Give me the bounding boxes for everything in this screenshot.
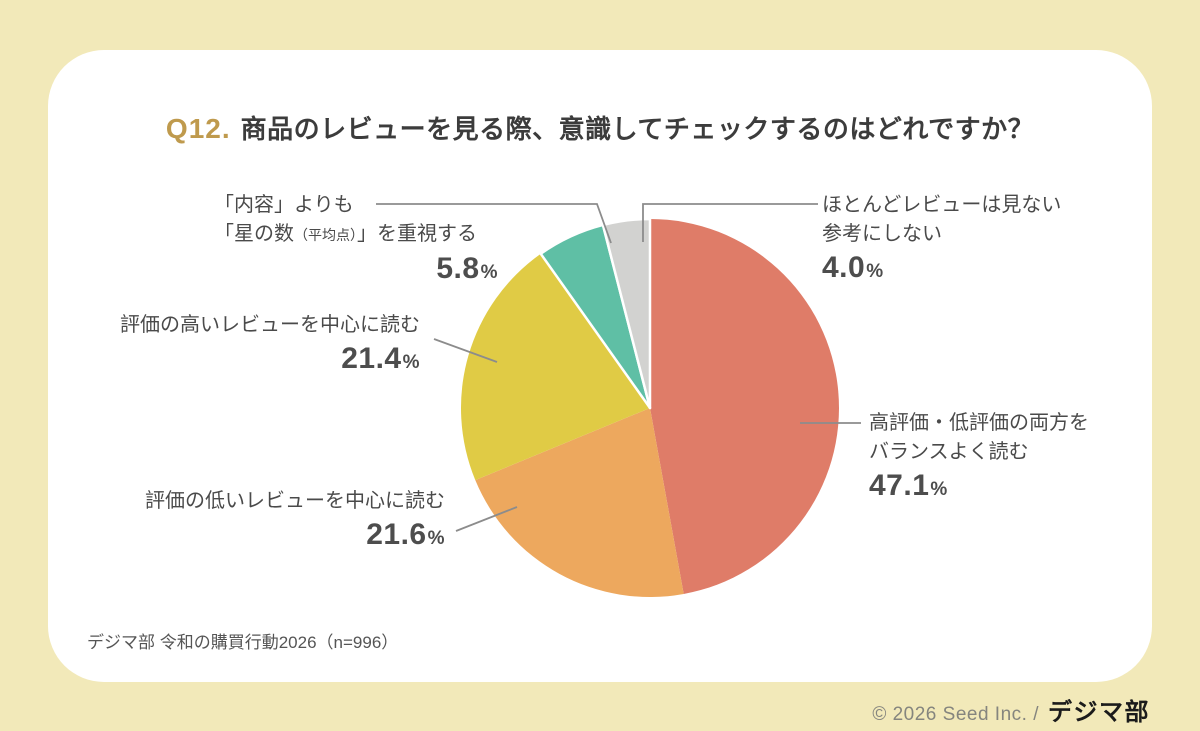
percent-sign: % <box>480 262 498 283</box>
callout-low-value: 21.6% <box>366 518 445 551</box>
callout-none-line1: ほとんどレビューは見ない <box>822 194 1062 216</box>
callout-balanced-value: 47.1% <box>869 469 948 502</box>
brand-logo: デジマ部 <box>1048 699 1150 726</box>
question-text: 商品のレビューを見る際、意識してチェックするのはどれですか？ <box>240 114 1035 144</box>
percent-sign: % <box>427 528 445 549</box>
pie-chart <box>460 218 839 597</box>
chart-title: Q12. 商品のレビューを見る際、意識してチェックするのはどれですか？ <box>48 110 1152 148</box>
question-number: Q12. <box>165 113 231 144</box>
callout-stars-value: 5.8% <box>436 252 498 285</box>
callout-low-line1: 評価の低いレビューを中心に読む <box>145 490 445 512</box>
callout-none-line2: 参考にしない <box>822 223 942 245</box>
callout-stars: 「内容」よりも 「星の数（平均点）」を重視する 5.8% <box>214 191 498 290</box>
callout-balanced-line1: 高評価・低評価の両方を <box>869 412 1089 434</box>
pie-slice-1 <box>650 219 839 594</box>
callout-none-value: 4.0% <box>822 251 884 284</box>
footer: © 2026 Seed Inc. / デジマ部 <box>872 692 1150 727</box>
pie-slice-3 <box>460 253 650 481</box>
callout-stars-note: （平均点） <box>294 227 357 243</box>
copyright-text: © 2026 Seed Inc. / <box>872 704 1039 725</box>
percent-sign: % <box>930 479 948 500</box>
callout-none: ほとんどレビューは見ない 参考にしない 4.0% <box>822 191 1061 289</box>
callout-high-line1: 評価の高いレビューを中心に読む <box>120 314 420 336</box>
percent-sign: % <box>402 352 420 373</box>
percent-sign: % <box>866 261 884 282</box>
callout-stars-line1: 「内容」よりも <box>214 194 354 216</box>
callout-high: 評価の高いレビューを中心に読む 21.4% <box>120 311 420 380</box>
pie-slice-2 <box>475 408 684 597</box>
source-note: デジマ部 令和の購買行動2026（n=996） <box>87 633 399 652</box>
callout-stars-line2: 「星の数（平均点）」を重視する <box>214 223 477 245</box>
callout-balanced-line2: バランスよく読む <box>869 441 1029 463</box>
callout-high-value: 21.4% <box>341 342 420 375</box>
callout-balanced: 高評価・低評価の両方を バランスよく読む 47.1% <box>869 409 1089 507</box>
callout-low: 評価の低いレビューを中心に読む 21.6% <box>145 487 445 556</box>
